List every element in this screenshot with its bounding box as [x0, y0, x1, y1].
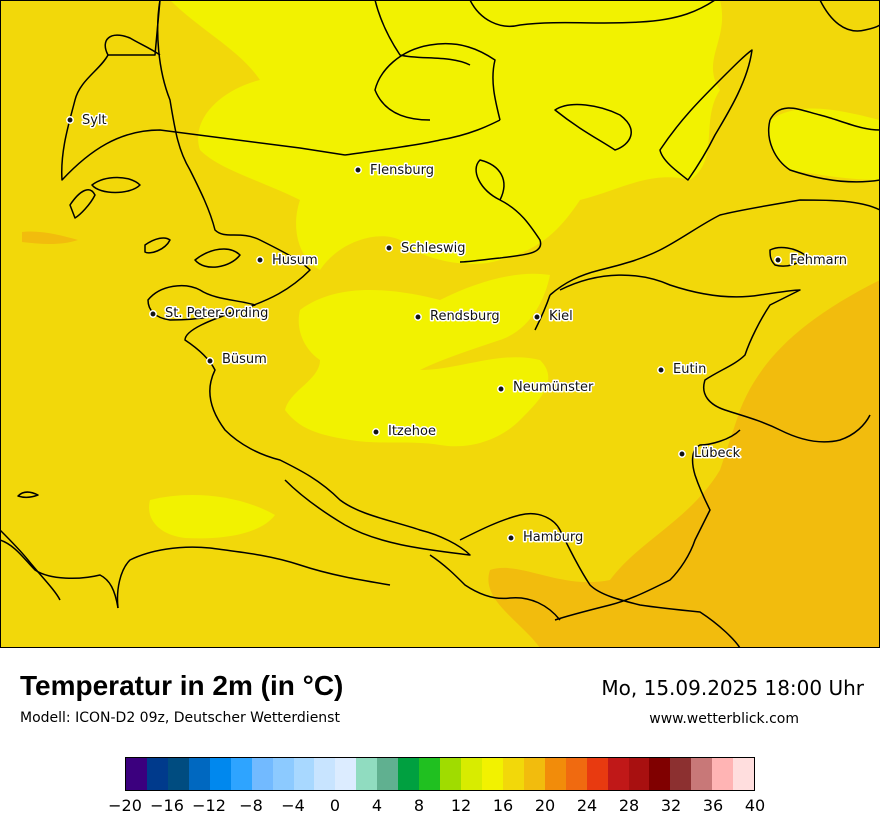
website-url: www.wetterblick.com [649, 711, 799, 727]
svg-text:Lübeck: Lübeck [694, 446, 741, 461]
legend-swatch [251, 758, 273, 790]
city-marker: Büsum [206, 351, 268, 369]
city-marker: Kiel [533, 308, 574, 326]
legend-swatch [544, 758, 566, 790]
legend-swatch [356, 758, 378, 790]
legend-swatch [607, 758, 629, 790]
legend-tick: 4 [371, 796, 383, 815]
temp-zone-16-18-east-top [768, 108, 880, 180]
legend-swatch [502, 758, 524, 790]
legend-tick: −20 [108, 796, 142, 815]
legend-swatch [628, 758, 650, 790]
legend-tick: 32 [660, 796, 682, 815]
svg-text:Fehmarn: Fehmarn [790, 253, 847, 268]
city-markers: Sylt Flensburg Schleswig Husum Fehmarn S… [66, 112, 849, 547]
legend-tick: 36 [702, 796, 724, 815]
city-marker: Eutin [657, 361, 708, 379]
temp-zone-16-18-center [285, 273, 550, 447]
legend-swatch [586, 758, 608, 790]
svg-text:Sylt: Sylt [82, 113, 107, 128]
svg-text:Kiel: Kiel [549, 309, 573, 324]
city-marker: Flensburg [354, 162, 435, 180]
legend-swatch [126, 758, 147, 790]
legend-swatch [398, 758, 420, 790]
legend-tick-labels: −20 −16 −12 −8 −4 0 4 8 12 16 20 24 28 32 36 40 [108, 796, 765, 820]
legend-swatch [733, 758, 755, 790]
city-marker: Lübeck [678, 445, 742, 463]
temp-zone-20-22-east [488, 280, 880, 648]
legend-tick: −12 [192, 796, 226, 815]
legend-swatch [335, 758, 357, 790]
legend-tick: 28 [618, 796, 640, 815]
legend-tick: 16 [492, 796, 514, 815]
svg-text:Husum: Husum [272, 253, 318, 268]
svg-text:St. Peter-Ording: St. Peter-Ording [165, 306, 268, 321]
legend-swatch [691, 758, 713, 790]
temp-zone-16-18-west-patch [22, 231, 78, 244]
map-title: Temperatur in 2m (in °C) [20, 670, 344, 701]
city-marker: Itzehoe [372, 423, 437, 441]
svg-text:Itzehoe: Itzehoe [388, 424, 436, 439]
svg-text:Schleswig: Schleswig [401, 241, 466, 256]
legend-swatch [670, 758, 692, 790]
forecast-datetime: Mo, 15.09.2025 18:00 Uhr [601, 676, 864, 700]
legend-swatch [209, 758, 231, 790]
svg-text:Neumünster: Neumünster [513, 380, 594, 395]
legend-swatch [272, 758, 294, 790]
map-canvas: Sylt Flensburg Schleswig Husum Fehmarn S… [0, 0, 880, 648]
legend-tick: 20 [534, 796, 556, 815]
svg-text:Flensburg: Flensburg [370, 163, 434, 178]
city-marker: Neumünster [497, 379, 595, 397]
legend-tick: −8 [239, 796, 263, 815]
legend-swatch [523, 758, 545, 790]
legend-swatch [461, 758, 482, 790]
legend-tick: 8 [413, 796, 425, 815]
svg-text:Rendsburg: Rendsburg [430, 309, 500, 324]
temp-zone-16-18-southwest [149, 495, 275, 539]
svg-text:Eutin: Eutin [673, 362, 706, 377]
color-legend [125, 757, 755, 791]
city-marker: Schleswig [385, 240, 467, 258]
model-source: Modell: ICON-D2 09z, Deutscher Wetterdie… [20, 710, 340, 726]
legend-swatch [649, 758, 671, 790]
svg-text:Büsum: Büsum [222, 352, 267, 367]
legend-tick: −16 [150, 796, 184, 815]
legend-tick: 0 [329, 796, 341, 815]
svg-text:Hamburg: Hamburg [523, 530, 583, 545]
city-marker: Hamburg [507, 529, 585, 547]
legend-swatch [167, 758, 189, 790]
city-marker: Husum [256, 252, 319, 270]
city-marker: Sylt [66, 112, 108, 130]
coastlines [0, 0, 880, 648]
legend-tick: −4 [281, 796, 305, 815]
city-marker: Fehmarn [774, 252, 849, 270]
legend-swatch [712, 758, 734, 790]
city-marker: St. Peter-Ording [149, 305, 270, 323]
legend-tick: 12 [450, 796, 472, 815]
city-marker: Rendsburg [414, 308, 501, 326]
legend-tick: 40 [744, 796, 766, 815]
legend-swatch [440, 758, 461, 790]
legend-swatch [419, 758, 441, 790]
legend-swatch [188, 758, 210, 790]
legend-swatch [314, 758, 336, 790]
legend-swatch [565, 758, 587, 790]
weather-map: Sylt Flensburg Schleswig Husum Fehmarn S… [0, 0, 880, 648]
legend-swatch [481, 758, 503, 790]
legend-swatch [230, 758, 252, 790]
temp-zone-16-18-north [170, 0, 723, 270]
legend-swatch [293, 758, 315, 790]
legend-swatch [377, 758, 399, 790]
legend-tick: 24 [576, 796, 598, 815]
legend-swatch [146, 758, 168, 790]
